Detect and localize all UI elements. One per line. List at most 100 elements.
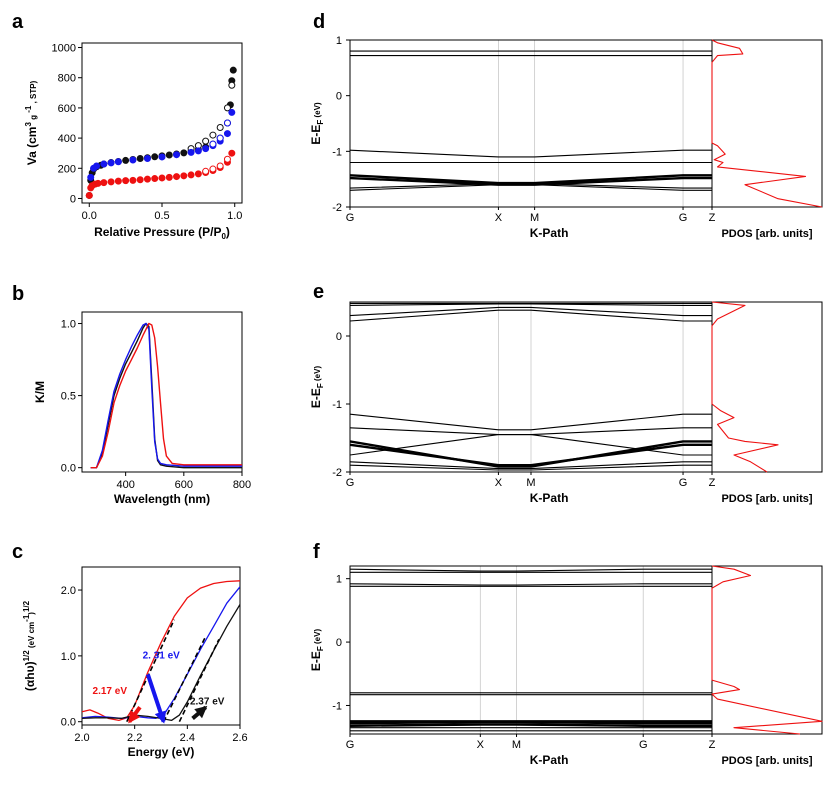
panel-a-ytick-label: 600 bbox=[58, 103, 76, 115]
panel-a-point-series-4 bbox=[165, 173, 173, 181]
panel-e-ytick-label: -1 bbox=[332, 399, 342, 411]
panel-e-ylabel-part: F bbox=[316, 383, 325, 388]
panel-a-ylabel-part: -1 bbox=[24, 105, 33, 115]
panel-d-chart: -2 -1 0 1 G X M G Z K-Path E-EF (eV) PDOS [arb. uni… bbox=[309, 35, 823, 240]
panel-letter-d: d bbox=[313, 11, 325, 33]
panel-f-axes-frame bbox=[349, 565, 713, 735]
panel-e-pdos-frame bbox=[711, 301, 823, 473]
panel-a-xlabel-part: Relative Pressure (P/P bbox=[94, 225, 221, 239]
panel-c-tangent-2 bbox=[178, 639, 220, 723]
panel-f-pdos-curve bbox=[711, 565, 823, 735]
panel-a-point-series-4 bbox=[85, 191, 93, 199]
panel-b-xtick-label: 800 bbox=[233, 479, 251, 491]
panel-a-point-series-3 bbox=[209, 140, 217, 148]
panel-d-ylabel-part: F bbox=[316, 120, 325, 125]
panel-d-ytick-label: 0 bbox=[336, 91, 342, 103]
panel-c-annotation-2: 2.37 eV bbox=[190, 697, 225, 708]
panel-b-xlabel: Wavelength (nm) bbox=[114, 492, 210, 506]
panel-a-point-series-4 bbox=[158, 174, 166, 182]
panel-d-xlabel: K-Path bbox=[530, 226, 569, 240]
panel-d-ytick-label: 1 bbox=[336, 35, 342, 47]
panel-c-series-0 bbox=[82, 580, 240, 722]
panel-f-bands bbox=[350, 568, 712, 732]
panel-c-xtick-label: 2.0 bbox=[74, 732, 89, 744]
panel-d-kpath-label: M bbox=[530, 212, 539, 224]
panel-a-point-series-2 bbox=[87, 173, 95, 181]
panel-a-point-series-2 bbox=[93, 162, 101, 170]
panel-b-series-0 bbox=[90, 322, 242, 469]
panel-d-kpath-label: X bbox=[495, 212, 503, 224]
panel-a-ylabel-part: , STP) bbox=[29, 80, 38, 105]
panel-a-point-series-1 bbox=[228, 81, 236, 89]
panel-c-ylabel: (αhυ)1/2 (eV cm-1)1/2 bbox=[22, 600, 37, 691]
panel-c-chart: 0.0 1.0 2.0 2.0 2.2 2.4 2.6 2. 31 eV 2.17 eV 2.37… bbox=[22, 566, 248, 759]
panel-c-annotation-1: 2.17 eV bbox=[93, 686, 128, 697]
panel-a-point-series-4 bbox=[136, 176, 144, 184]
panel-d-ylabel-part: (eV) bbox=[313, 102, 322, 120]
panel-d-kpath-label: G bbox=[679, 212, 688, 224]
panel-a-point-series-0 bbox=[165, 151, 173, 159]
panel-f-kpath-label: Z bbox=[709, 739, 716, 751]
panel-a-point-series-0 bbox=[122, 156, 130, 164]
panel-d-ytick-label: -1 bbox=[332, 146, 342, 158]
panel-a-ylabel: Va (cm3 g -1 , STP) bbox=[24, 80, 39, 165]
panel-a-xtick-label: 0.5 bbox=[154, 210, 169, 222]
panel-b-ytick-label: 0.5 bbox=[61, 391, 76, 403]
panel-f-ylabel-part: E-E bbox=[309, 651, 323, 671]
panel-a-point-series-2 bbox=[107, 159, 115, 167]
panel-f-band-7 bbox=[350, 720, 712, 725]
panel-f-kpath-label: G bbox=[346, 739, 355, 751]
panel-a-point-series-0 bbox=[151, 153, 159, 161]
panel-f-band-0 bbox=[350, 568, 712, 572]
panel-a-point-series-2 bbox=[187, 148, 195, 156]
panel-letter-b: b bbox=[12, 283, 24, 305]
panel-b-xtick-label: 600 bbox=[175, 479, 193, 491]
panel-a-point-series-2 bbox=[194, 147, 202, 155]
panel-f-chart: -1 0 1 G X M G Z K-Path E-EF (eV) PDOS [arb. units… bbox=[309, 565, 823, 767]
panel-c-ytick-label: 1.0 bbox=[61, 651, 76, 663]
panel-b-series-2 bbox=[90, 322, 242, 469]
panel-e-xlabel: K-Path bbox=[530, 491, 569, 505]
panel-f-kpath-label: G bbox=[639, 739, 648, 751]
panel-a-point-series-4 bbox=[187, 171, 195, 179]
panel-c-axes-frame bbox=[81, 566, 241, 726]
panel-b-series-1 bbox=[90, 322, 242, 469]
panel-d-band-7 bbox=[350, 183, 712, 189]
panel-a-xlabel-part: 0 bbox=[221, 232, 226, 241]
panel-c-ylabel-part: 1/2 bbox=[22, 600, 31, 612]
panel-a-point-series-1 bbox=[202, 137, 210, 145]
panel-a-point-series-2 bbox=[129, 156, 137, 164]
panel-a-point-series-4 bbox=[180, 172, 188, 180]
panel-e-band-7 bbox=[350, 443, 712, 467]
panel-f-pdos-frame bbox=[711, 565, 823, 735]
panel-e-kpath-label: G bbox=[346, 477, 355, 489]
panel-a-point-series-4 bbox=[94, 179, 102, 187]
panel-c-tangent-0 bbox=[126, 619, 175, 723]
panel-e-ylabel-part: (eV) bbox=[313, 366, 322, 384]
panel-c-xtick-label: 2.4 bbox=[180, 732, 195, 744]
panel-b-xtick-label: 400 bbox=[116, 479, 134, 491]
panel-a-point-series-1 bbox=[216, 124, 224, 132]
panel-c-ylabel-part: (αhυ) bbox=[23, 661, 37, 691]
panel-e-ylabel-part: E-E bbox=[309, 388, 323, 408]
panel-a-ytick-label: 400 bbox=[58, 133, 76, 145]
panel-a-point-series-2 bbox=[158, 153, 166, 161]
panel-a-point-series-0 bbox=[180, 149, 188, 157]
panel-f-band-2 bbox=[350, 583, 712, 586]
panel-a-ytick-label: 800 bbox=[58, 73, 76, 85]
panel-e-kpath-label: X bbox=[495, 477, 503, 489]
panel-letter-c: c bbox=[12, 541, 23, 563]
panel-a-point-series-5 bbox=[216, 162, 224, 170]
panel-f-xlabel: K-Path bbox=[530, 753, 569, 767]
panel-e-kpath-label: Z bbox=[709, 477, 716, 489]
panel-e-band-8 bbox=[350, 434, 712, 456]
panel-d-band-6 bbox=[350, 184, 712, 191]
panel-a-point-series-4 bbox=[107, 178, 115, 186]
panel-f-kpath-label: M bbox=[512, 739, 521, 751]
panel-a-ytick-label: 1000 bbox=[52, 43, 76, 55]
panel-e-band-9 bbox=[350, 461, 712, 470]
panel-a-ytick-label: 200 bbox=[58, 163, 76, 175]
panel-e-band-1 bbox=[350, 303, 712, 306]
panel-d-kpath-label: Z bbox=[709, 212, 716, 224]
